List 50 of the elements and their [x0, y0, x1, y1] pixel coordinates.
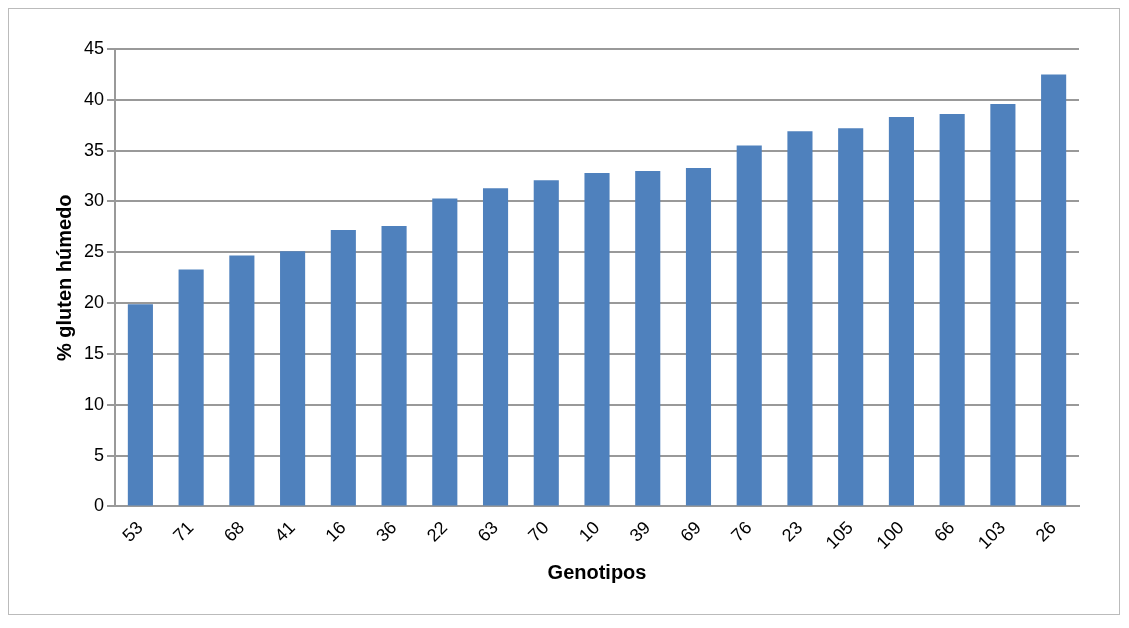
- bar: [178, 269, 204, 506]
- bar: [736, 145, 762, 506]
- x-tick-label: 70: [524, 517, 553, 546]
- bar: [533, 180, 559, 506]
- x-tick-label: 53: [118, 517, 147, 546]
- bar: [229, 255, 255, 506]
- x-tick-label: 16: [321, 517, 350, 546]
- y-tick-label: 40: [83, 88, 105, 109]
- x-tick-label: 76: [727, 517, 756, 546]
- bar: [432, 198, 458, 506]
- x-tick-label: 69: [676, 517, 705, 546]
- x-tick-label: 103: [973, 517, 1010, 553]
- x-tick-label: 71: [169, 517, 198, 546]
- x-tick-label: 41: [270, 517, 299, 546]
- bar: [381, 225, 407, 506]
- bar: [939, 114, 965, 506]
- y-tick-label: 10: [83, 393, 105, 414]
- x-axis-title: Genotipos: [547, 560, 647, 583]
- y-tick-label: 5: [94, 444, 105, 465]
- bar: [685, 167, 712, 506]
- x-tick-label: 10: [575, 517, 604, 546]
- x-tick-label: 23: [777, 517, 807, 546]
- y-tick-label: 20: [83, 292, 105, 313]
- x-tick-label: 36: [372, 517, 401, 546]
- bar: [838, 128, 864, 506]
- y-tick-label: 45: [83, 37, 105, 58]
- y-tick-label: 30: [83, 190, 105, 211]
- bar: [584, 173, 610, 506]
- x-tick-label: 63: [473, 517, 502, 546]
- x-tick-label: 100: [872, 517, 908, 553]
- y-axis-title: % gluten húmedo: [52, 194, 75, 362]
- y-tick-label: 15: [83, 342, 105, 363]
- y-tick-label: 0: [94, 495, 105, 516]
- bar: [888, 117, 914, 506]
- x-tick-label: 22: [422, 517, 452, 546]
- y-tick-label: 35: [83, 139, 105, 160]
- bar: [127, 304, 153, 506]
- bar: [635, 171, 661, 506]
- x-tick-label: 39: [625, 517, 655, 546]
- bar: [787, 131, 813, 506]
- bar: [330, 229, 356, 506]
- bar: [482, 188, 509, 506]
- bar: [1041, 74, 1067, 506]
- x-tick-label: 66: [930, 517, 959, 546]
- x-tick-label: 105: [821, 517, 858, 553]
- bar: [280, 251, 306, 506]
- bar: [990, 103, 1016, 506]
- y-tick-label: 25: [83, 241, 105, 262]
- x-tick-label: 68: [219, 517, 249, 546]
- x-tick-label: 26: [1031, 517, 1060, 546]
